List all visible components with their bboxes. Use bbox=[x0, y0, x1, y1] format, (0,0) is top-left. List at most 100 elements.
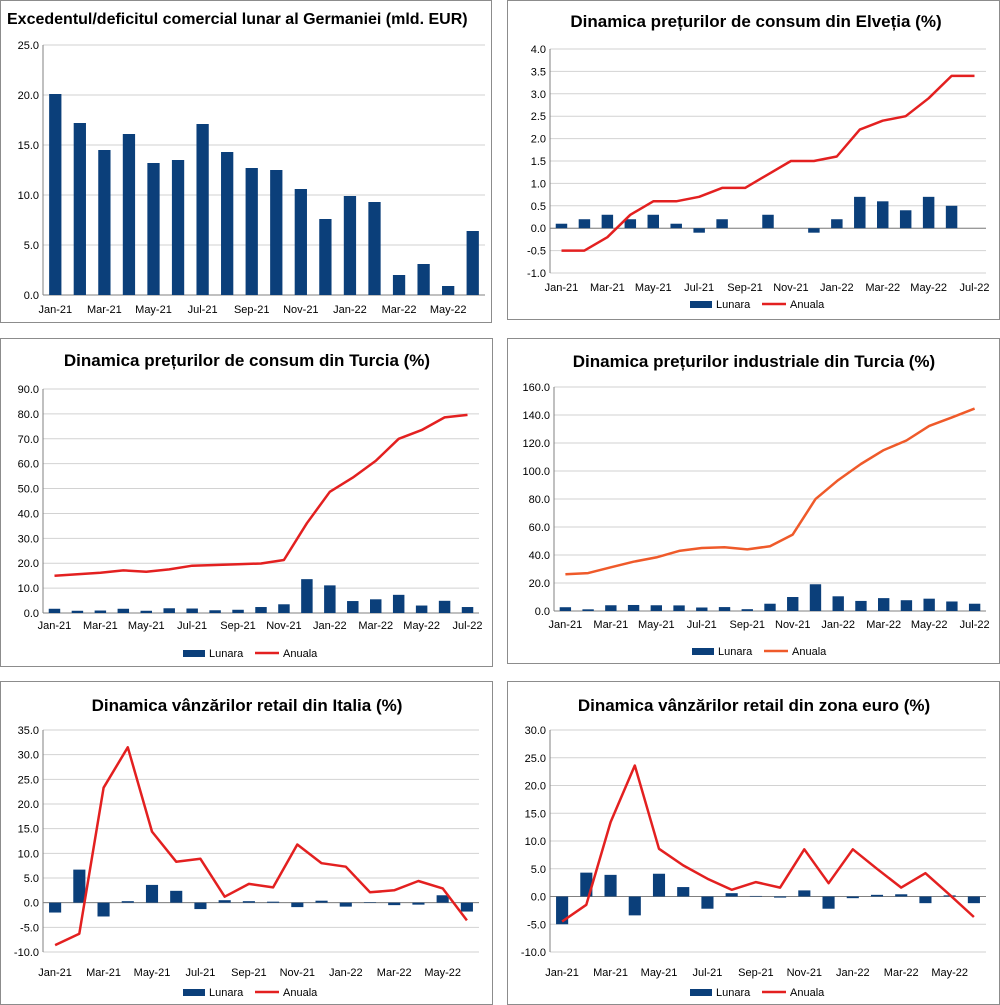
chart-svg-turkey-ppi: Dinamica prețurilor industriale din Turc… bbox=[522, 352, 989, 658]
y-tick-label: 35.0 bbox=[18, 725, 39, 737]
legend-label-anuala: Anuala bbox=[790, 987, 825, 999]
x-tick-label: Sep-21 bbox=[727, 282, 762, 294]
chart-svg-italy-retail: Dinamica vânzărilor retail din Italia (%… bbox=[14, 696, 479, 999]
y-tick-label: 0.0 bbox=[535, 606, 550, 618]
x-tick-label: Mar-21 bbox=[83, 620, 118, 632]
bar-Oct-21 bbox=[270, 170, 283, 295]
y-tick-label: 2.0 bbox=[531, 134, 546, 146]
bar-Jan-21 bbox=[49, 902, 62, 913]
bar-Jun-22 bbox=[946, 601, 958, 611]
chart-panel-germany-trade: Excedentul/deficitul comercial lunar al … bbox=[0, 0, 492, 323]
chart-svg-eurozone-retail: Dinamica vânzărilor retail din zona euro… bbox=[521, 696, 986, 999]
bar-Jan-22 bbox=[831, 219, 843, 229]
bar-Jan-22 bbox=[343, 196, 357, 295]
bar-Nov-21 bbox=[294, 189, 307, 295]
y-tick-label: 4.0 bbox=[531, 44, 546, 56]
bar-Jan-22 bbox=[324, 585, 336, 613]
x-tick-label: Jan-22 bbox=[333, 304, 367, 316]
bar-Jul-21 bbox=[696, 607, 708, 611]
y-tick-label: 1.0 bbox=[531, 178, 546, 190]
x-tick-label: Sep-21 bbox=[220, 620, 255, 632]
x-tick-label: Jan-21 bbox=[545, 282, 579, 294]
bar-Jan-22 bbox=[339, 902, 352, 907]
bar-Mar-21 bbox=[605, 605, 617, 611]
chart-title: Dinamica prețurilor industriale din Turc… bbox=[573, 352, 935, 371]
y-tick-label: -10.0 bbox=[14, 947, 39, 959]
y-tick-label: 0.0 bbox=[531, 892, 546, 904]
bar-Feb-22 bbox=[347, 601, 359, 613]
y-tick-label: 70.0 bbox=[18, 434, 39, 446]
x-tick-label: Sep-21 bbox=[231, 967, 266, 979]
y-tick-label: 30.0 bbox=[18, 533, 39, 545]
bar-Nov-21 bbox=[278, 604, 290, 613]
x-tick-label: Nov-21 bbox=[280, 967, 315, 979]
bar-Oct-21 bbox=[774, 896, 787, 898]
y-tick-label: 15.0 bbox=[18, 824, 39, 836]
bar-Jan-21 bbox=[555, 223, 568, 229]
bar-Aug-21 bbox=[221, 152, 234, 295]
bar-Mar-22 bbox=[877, 201, 889, 229]
x-tick-label: Nov-21 bbox=[283, 304, 318, 316]
chart-panel-turkey-ppi: Dinamica prețurilor industriale din Turc… bbox=[507, 338, 1000, 664]
x-tick-label: Mar-22 bbox=[884, 967, 919, 979]
chart-panel-switzerland-cpi: Dinamica prețurilor de consum din Elveți… bbox=[507, 0, 1000, 320]
x-tick-label: Mar-22 bbox=[865, 282, 900, 294]
x-tick-label: May-21 bbox=[134, 967, 171, 979]
bar-May-21 bbox=[147, 163, 160, 295]
x-tick-label: Mar-21 bbox=[593, 967, 628, 979]
x-tick-label: May-21 bbox=[635, 282, 672, 294]
x-tick-label: May-22 bbox=[910, 282, 947, 294]
x-tick-label: May-22 bbox=[424, 967, 461, 979]
y-tick-label: 30.0 bbox=[525, 725, 546, 737]
y-tick-label: 5.0 bbox=[24, 873, 39, 885]
bar-May-22 bbox=[922, 196, 935, 229]
y-tick-label: 120.0 bbox=[522, 438, 550, 450]
bar-Jun-22 bbox=[466, 231, 479, 295]
y-tick-label: 80.0 bbox=[529, 494, 550, 506]
x-tick-label: May-21 bbox=[128, 620, 165, 632]
x-tick-label: Jul-21 bbox=[188, 304, 218, 316]
chart-panel-eurozone-retail: Dinamica vânzărilor retail din zona euro… bbox=[507, 681, 1000, 1005]
bar-Jun-21 bbox=[171, 160, 185, 295]
legend-swatch-lunara bbox=[692, 648, 714, 655]
bar-Feb-21 bbox=[71, 610, 84, 613]
legend-label-lunara: Lunara bbox=[209, 987, 244, 999]
legend-label-lunara: Lunara bbox=[716, 299, 751, 311]
x-tick-label: Jan-21 bbox=[38, 967, 72, 979]
bar-Mar-21 bbox=[601, 214, 614, 229]
bar-Sep-21 bbox=[232, 609, 244, 613]
y-tick-label: 20.0 bbox=[529, 578, 550, 590]
y-tick-label: 30.0 bbox=[18, 750, 39, 762]
x-tick-label: Jul-22 bbox=[453, 620, 483, 632]
bar-Jun-22 bbox=[438, 600, 451, 613]
x-tick-label: Nov-21 bbox=[787, 967, 822, 979]
y-tick-label: 0.0 bbox=[24, 608, 39, 620]
bar-Dec-21 bbox=[315, 900, 328, 903]
x-tick-label: Jan-21 bbox=[38, 620, 72, 632]
bar-Apr-21 bbox=[627, 604, 640, 611]
bar-Dec-21 bbox=[319, 219, 332, 295]
bar-Mar-21 bbox=[97, 902, 110, 917]
bar-Jul-22 bbox=[461, 607, 474, 613]
series-line-anuala bbox=[54, 746, 468, 947]
x-tick-label: Jan-22 bbox=[313, 620, 347, 632]
bar-May-21 bbox=[140, 610, 152, 613]
y-tick-label: 60.0 bbox=[18, 459, 39, 471]
bar-Feb-21 bbox=[578, 219, 591, 229]
x-tick-label: Nov-21 bbox=[775, 619, 810, 631]
y-tick-label: 40.0 bbox=[18, 508, 39, 520]
bar-Jan-22 bbox=[846, 896, 859, 899]
bar-Jun-22 bbox=[460, 902, 473, 912]
x-tick-label: May-21 bbox=[638, 619, 675, 631]
bar-Mar-21 bbox=[98, 150, 111, 295]
bar-Apr-21 bbox=[117, 608, 130, 613]
x-tick-label: Jan-22 bbox=[329, 967, 363, 979]
x-tick-label: May-22 bbox=[931, 967, 968, 979]
bar-Feb-22 bbox=[854, 196, 866, 229]
x-tick-label: Jul-21 bbox=[684, 282, 714, 294]
bar-May-22 bbox=[415, 605, 428, 613]
bar-Jan-21 bbox=[556, 896, 569, 925]
bar-Dec-21 bbox=[808, 228, 820, 233]
chart-title: Dinamica vânzărilor retail din Italia (%… bbox=[92, 696, 403, 715]
bar-Jan-22 bbox=[832, 596, 844, 611]
